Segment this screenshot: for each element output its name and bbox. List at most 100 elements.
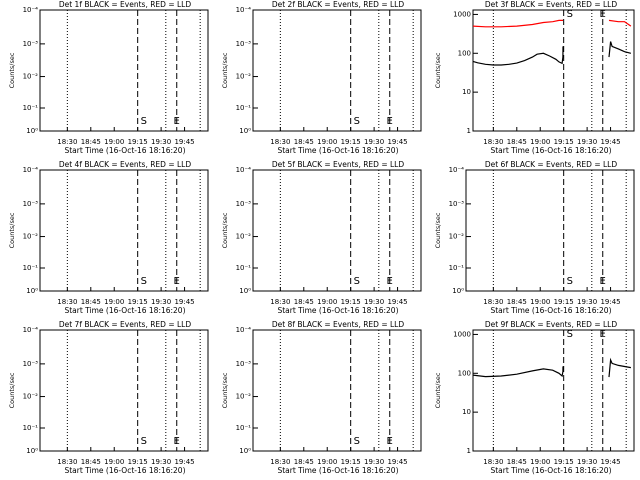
- y-tick-label: 10⁰: [239, 447, 251, 455]
- panel-title: Det 1f BLACK = Events, RED = LLD: [59, 0, 192, 9]
- x-tick-label: 18:45: [81, 138, 101, 146]
- x-tick-label: 18:30: [483, 458, 503, 466]
- y-axis-label: Counts/sec: [8, 372, 16, 408]
- plot-frame: [472, 9, 635, 132]
- y-tick-label: 10⁻²: [23, 73, 39, 81]
- x-tick-label: 19:15: [554, 298, 574, 306]
- x-tick-label: 19:15: [128, 458, 148, 466]
- x-tick-label: 19:00: [104, 298, 124, 306]
- panel-title: Det 8f BLACK = Events, RED = LLD: [272, 320, 405, 329]
- x-tick-label: 19:30: [151, 138, 171, 146]
- x-axis-label: Start Time (16-Oct-16 18:16:20): [64, 466, 185, 475]
- marker-label: E: [173, 436, 179, 447]
- marker-label: E: [599, 9, 605, 20]
- marker-label: E: [386, 276, 392, 287]
- x-tick-label: 19:15: [554, 138, 574, 146]
- data-line: [472, 357, 632, 378]
- x-tick-label: 18:30: [270, 458, 290, 466]
- x-tick-label: 18:30: [483, 138, 503, 146]
- y-tick-label: 10⁰: [26, 447, 38, 455]
- x-tick-label: 18:45: [507, 298, 527, 306]
- marker-label: E: [386, 116, 392, 127]
- y-tick-label: 10⁻³: [449, 200, 465, 208]
- y-tick-label: 10⁻³: [236, 360, 252, 368]
- y-axis-label: Counts/sec: [434, 372, 442, 408]
- x-tick-label: 19:00: [104, 458, 124, 466]
- y-tick-label: 10⁻¹: [23, 264, 39, 272]
- x-axis-label: Start Time (16-Oct-16 18:16:20): [277, 146, 398, 155]
- marker-label: E: [599, 329, 605, 340]
- y-tick-label: 1: [467, 127, 471, 135]
- x-tick-label: 19:00: [317, 458, 337, 466]
- x-axis-label: Start Time (16-Oct-16 18:16:20): [490, 466, 611, 475]
- x-tick-label: 18:30: [270, 298, 290, 306]
- y-tick-label: 1000: [453, 330, 471, 338]
- marker-label: S: [567, 329, 573, 340]
- plot-frame: [465, 169, 635, 292]
- x-tick-label: 18:30: [270, 138, 290, 146]
- x-axis-label: Start Time (16-Oct-16 18:16:20): [490, 146, 611, 155]
- x-tick-label: 19:00: [530, 298, 550, 306]
- x-tick-label: 19:30: [577, 458, 597, 466]
- x-tick-label: 19:45: [600, 458, 620, 466]
- panel-title: Det 7f BLACK = Events, RED = LLD: [59, 320, 192, 329]
- x-tick-label: 19:30: [364, 138, 384, 146]
- y-tick-label: 100: [458, 49, 471, 57]
- y-tick-label: 10⁻⁴: [236, 6, 252, 14]
- x-tick-label: 19:45: [387, 138, 407, 146]
- x-tick-label: 19:00: [530, 458, 550, 466]
- panel-title: Det 9f BLACK = Events, RED = LLD: [485, 320, 618, 329]
- y-tick-label: 10⁰: [239, 287, 251, 295]
- marker-label: S: [354, 436, 360, 447]
- x-tick-label: 19:00: [530, 138, 550, 146]
- x-tick-label: 19:45: [600, 298, 620, 306]
- x-tick-label: 19:45: [387, 298, 407, 306]
- x-tick-label: 18:30: [483, 298, 503, 306]
- y-axis-label: Counts/sec: [221, 372, 229, 408]
- plot-frame: [252, 169, 422, 292]
- x-tick-label: 19:15: [128, 138, 148, 146]
- x-tick-label: 18:30: [57, 298, 77, 306]
- plot-frame: [39, 169, 209, 292]
- plot-frame: [252, 329, 422, 452]
- x-tick-label: 18:45: [294, 298, 314, 306]
- marker-label: E: [173, 276, 179, 287]
- x-tick-label: 19:45: [387, 458, 407, 466]
- marker-label: S: [354, 276, 360, 287]
- y-tick-label: 10⁰: [239, 127, 251, 135]
- x-tick-label: 19:30: [577, 298, 597, 306]
- y-tick-label: 10⁻¹: [23, 424, 39, 432]
- plot-frame: [39, 329, 209, 452]
- y-tick-label: 10⁻²: [23, 233, 39, 241]
- y-tick-label: 10⁻¹: [23, 104, 39, 112]
- y-axis-label: Counts/sec: [434, 52, 442, 88]
- x-tick-label: 19:00: [104, 138, 124, 146]
- x-tick-label: 18:45: [81, 298, 101, 306]
- marker-label: E: [386, 436, 392, 447]
- x-tick-label: 19:30: [151, 298, 171, 306]
- y-tick-label: 10⁻³: [236, 40, 252, 48]
- x-tick-label: 19:45: [174, 138, 194, 146]
- data-line: [472, 19, 632, 28]
- y-tick-label: 10⁰: [452, 287, 464, 295]
- y-tick-label: 10⁻²: [23, 393, 39, 401]
- y-tick-label: 10⁻³: [236, 200, 252, 208]
- y-axis-label: Counts/sec: [434, 212, 442, 248]
- y-tick-label: 10⁻⁴: [236, 166, 252, 174]
- y-axis-label: Counts/sec: [221, 52, 229, 88]
- data-line: [472, 41, 632, 66]
- x-axis-label: Start Time (16-Oct-16 18:16:20): [64, 146, 185, 155]
- plot-frame: [39, 9, 209, 132]
- y-tick-label: 10⁻⁴: [23, 166, 39, 174]
- x-tick-label: 18:45: [507, 138, 527, 146]
- marker-label: S: [141, 116, 147, 127]
- x-tick-label: 19:15: [341, 458, 361, 466]
- y-tick-label: 10⁻³: [23, 360, 39, 368]
- y-tick-label: 10⁻⁴: [449, 166, 465, 174]
- y-tick-label: 10⁻²: [236, 393, 252, 401]
- x-axis-label: Start Time (16-Oct-16 18:16:20): [277, 466, 398, 475]
- marker-label: S: [141, 276, 147, 287]
- y-tick-label: 10⁻³: [23, 40, 39, 48]
- panel-title: Det 5f BLACK = Events, RED = LLD: [272, 160, 405, 169]
